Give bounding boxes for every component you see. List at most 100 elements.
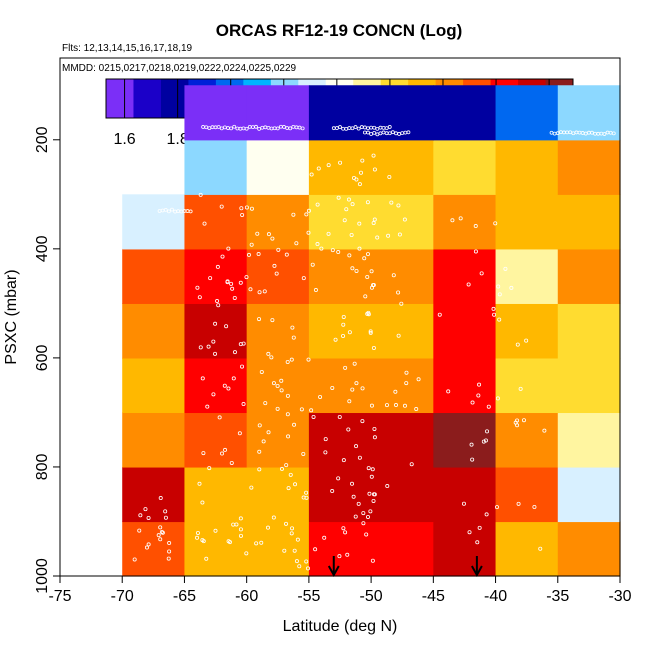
observation-point [200,538,205,543]
observation-point [284,252,289,257]
observation-point [158,525,163,530]
observation-point [257,126,262,131]
observation-point [347,399,352,404]
observation-point [313,547,318,552]
observation-point [341,322,346,327]
heatmap-cell [122,412,186,468]
y-tick-label: 800 [34,454,51,481]
observation-point [208,276,213,281]
observation-point [542,428,547,433]
observation-point [538,546,543,551]
observation-point [357,221,362,226]
observation-point [160,530,165,535]
observation-point [240,212,245,217]
observation-point [301,495,306,500]
observation-point [244,126,249,131]
observation-point [369,269,374,274]
observation-point [346,427,351,432]
observation-point [230,286,235,291]
observation-point [249,206,254,211]
observation-point [372,125,377,130]
observation-point [371,346,376,351]
colorbar-segment [106,79,134,118]
observation-point [290,526,295,531]
heatmap-cell [246,412,310,468]
observation-point [356,126,361,131]
observation-point [437,312,442,317]
observation-point [350,481,355,486]
observation-point [284,463,289,468]
observation-point [213,321,218,326]
observation-point [481,439,486,444]
observation-point [354,177,359,182]
observation-point [279,466,284,471]
observation-point [223,447,228,452]
observation-point [337,554,342,559]
observation-point [524,338,529,343]
heatmap-cell [557,85,621,141]
observation-point [365,200,370,205]
observation-point [370,558,375,563]
observation-point [266,232,271,237]
observation-point [473,224,478,229]
observation-point [306,230,311,235]
observation-point [237,431,242,436]
observation-point [316,166,321,171]
observation-point [156,533,161,538]
observation-point [244,275,249,280]
observation-point [492,312,497,317]
observation-point [304,212,309,217]
observation-point [300,126,305,131]
observation-point [198,192,203,197]
heatmap-cell [246,521,310,577]
observation-point [306,357,311,362]
observation-point [232,295,237,300]
arrow-markers [327,556,483,578]
observation-point [515,342,520,347]
heatmap-cell [246,466,310,523]
observation-point [195,530,200,535]
x-tick-label: -35 [546,588,569,605]
heatmap-cell [308,194,434,250]
observation-point [368,509,373,514]
observation-point [409,462,414,467]
observation-point [286,434,291,439]
observation-point [282,548,287,553]
heatmap-cell [246,139,310,195]
observation-point [338,160,343,165]
observation-point [309,172,314,177]
arrow-head [327,565,340,578]
heatmap-cell [557,521,621,577]
observation-point [406,130,411,135]
observation-point [289,357,294,362]
observation-point [479,271,484,276]
heatmap-cell [495,303,559,359]
observation-point [195,285,200,290]
x-axis: -75 -70 -65 -60 -55 -50 -45 -40 -35 -30 [48,575,632,605]
observation-point [291,335,296,340]
observation-point [271,381,276,386]
heatmap-cell [557,139,621,195]
observation-point [222,383,227,388]
heatmap-cell [557,194,621,250]
observation-point [323,450,328,455]
observation-point [330,248,335,253]
observation-point [372,492,377,497]
observation-point [215,264,220,269]
x-tick-label: -65 [173,588,196,605]
observation-point [351,494,356,499]
heatmap-cell [557,466,621,523]
observation-point [356,501,361,506]
observation-point [359,170,364,175]
observation-point [226,386,231,391]
observation-point [299,407,304,412]
heatmap-cell [495,139,559,195]
observation-point [387,125,392,129]
observation-point [285,360,290,365]
heatmap-cell [308,139,434,195]
x-tick-label: -45 [422,588,445,605]
observation-point [368,329,373,334]
observation-point [384,126,389,131]
observation-point [238,516,243,521]
heatmap-cell [184,248,248,304]
